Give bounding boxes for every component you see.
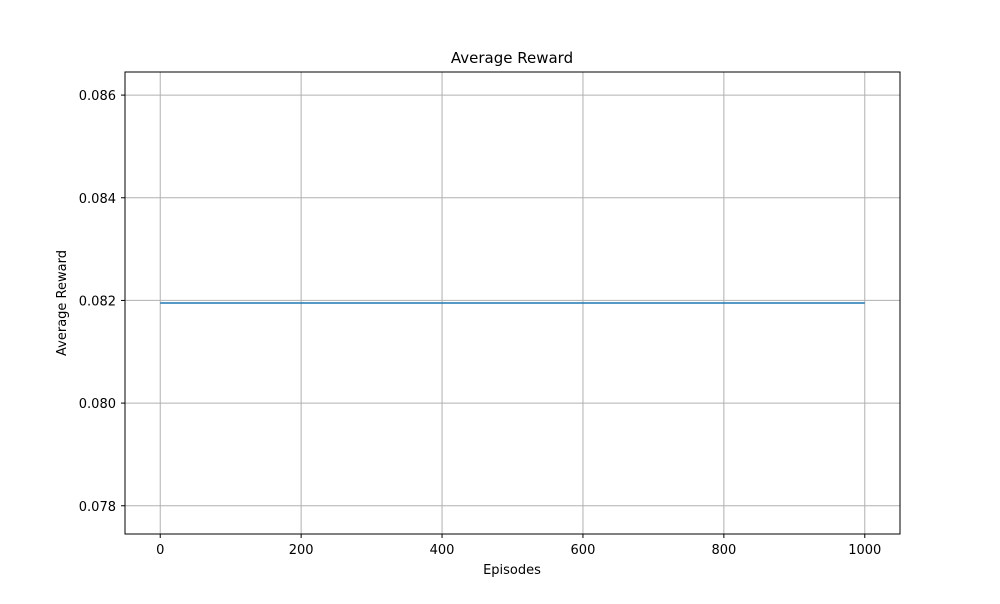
x-tick-label: 600	[571, 543, 596, 558]
plot-frame	[124, 71, 901, 535]
chart-title: Average Reward	[451, 49, 573, 67]
x-axis-ticks: 0 200 400 600 800 1000	[156, 534, 881, 558]
x-tick-label: 0	[156, 543, 164, 558]
y-tick-label: 0.082	[79, 294, 116, 309]
x-tick-label: 800	[711, 543, 736, 558]
y-tick-label: 0.084	[79, 192, 116, 207]
y-tick-label: 0.080	[79, 397, 116, 412]
y-axis-ticks: 0.078 0.080 0.082 0.084 0.086	[79, 89, 125, 515]
y-tick-label: 0.078	[79, 500, 116, 515]
x-tick-label: 1000	[848, 543, 881, 558]
x-tick-label: 400	[430, 543, 455, 558]
y-axis-label: Average Reward	[55, 250, 70, 356]
y-tick-label: 0.086	[79, 89, 116, 104]
x-axis-label: Episodes	[483, 563, 541, 578]
x-tick-label: 200	[289, 543, 314, 558]
